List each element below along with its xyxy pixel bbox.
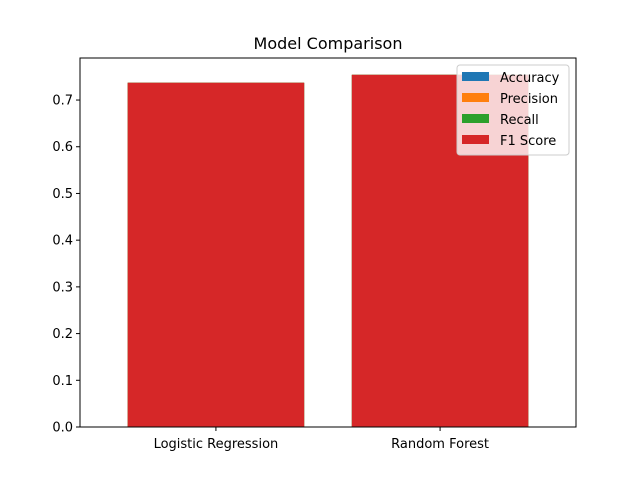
y-tick-label: 0.1 — [52, 374, 73, 389]
legend-label-recall: Recall — [500, 113, 539, 128]
x-tick-label: Random Forest — [391, 437, 489, 452]
legend-label-precision: Precision — [500, 92, 558, 107]
y-tick-label: 0.0 — [52, 421, 73, 436]
legend-label-accuracy: Accuracy — [500, 71, 560, 86]
legend-box — [456, 64, 570, 156]
bar-f1-score-0 — [127, 82, 305, 427]
legend: Accuracy Precision Recall F1 Score — [456, 64, 570, 156]
y-tick-label: 0.7 — [52, 94, 73, 109]
x-tick-label: Logistic Regression — [154, 437, 279, 452]
legend-swatch-accuracy — [462, 72, 489, 81]
y-tick-label: 0.5 — [52, 187, 73, 202]
legend-label-f1-score: F1 Score — [500, 134, 556, 149]
plot-frame — [79, 57, 577, 428]
legend-swatch-f1-score — [462, 135, 489, 144]
legend-swatch-recall — [462, 114, 489, 123]
y-tick-label: 0.3 — [52, 280, 73, 295]
chart-title: Model Comparison — [254, 34, 403, 53]
y-tick-label: 0.4 — [52, 234, 73, 249]
y-tick-label: 0.2 — [52, 327, 73, 342]
y-tick-label: 0.6 — [52, 140, 73, 155]
axes-group: 0.0 0.1 0.2 0.3 0.4 0.5 0.6 0.7 Logistic Regress… — [52, 57, 577, 452]
legend-swatch-precision — [462, 93, 489, 102]
